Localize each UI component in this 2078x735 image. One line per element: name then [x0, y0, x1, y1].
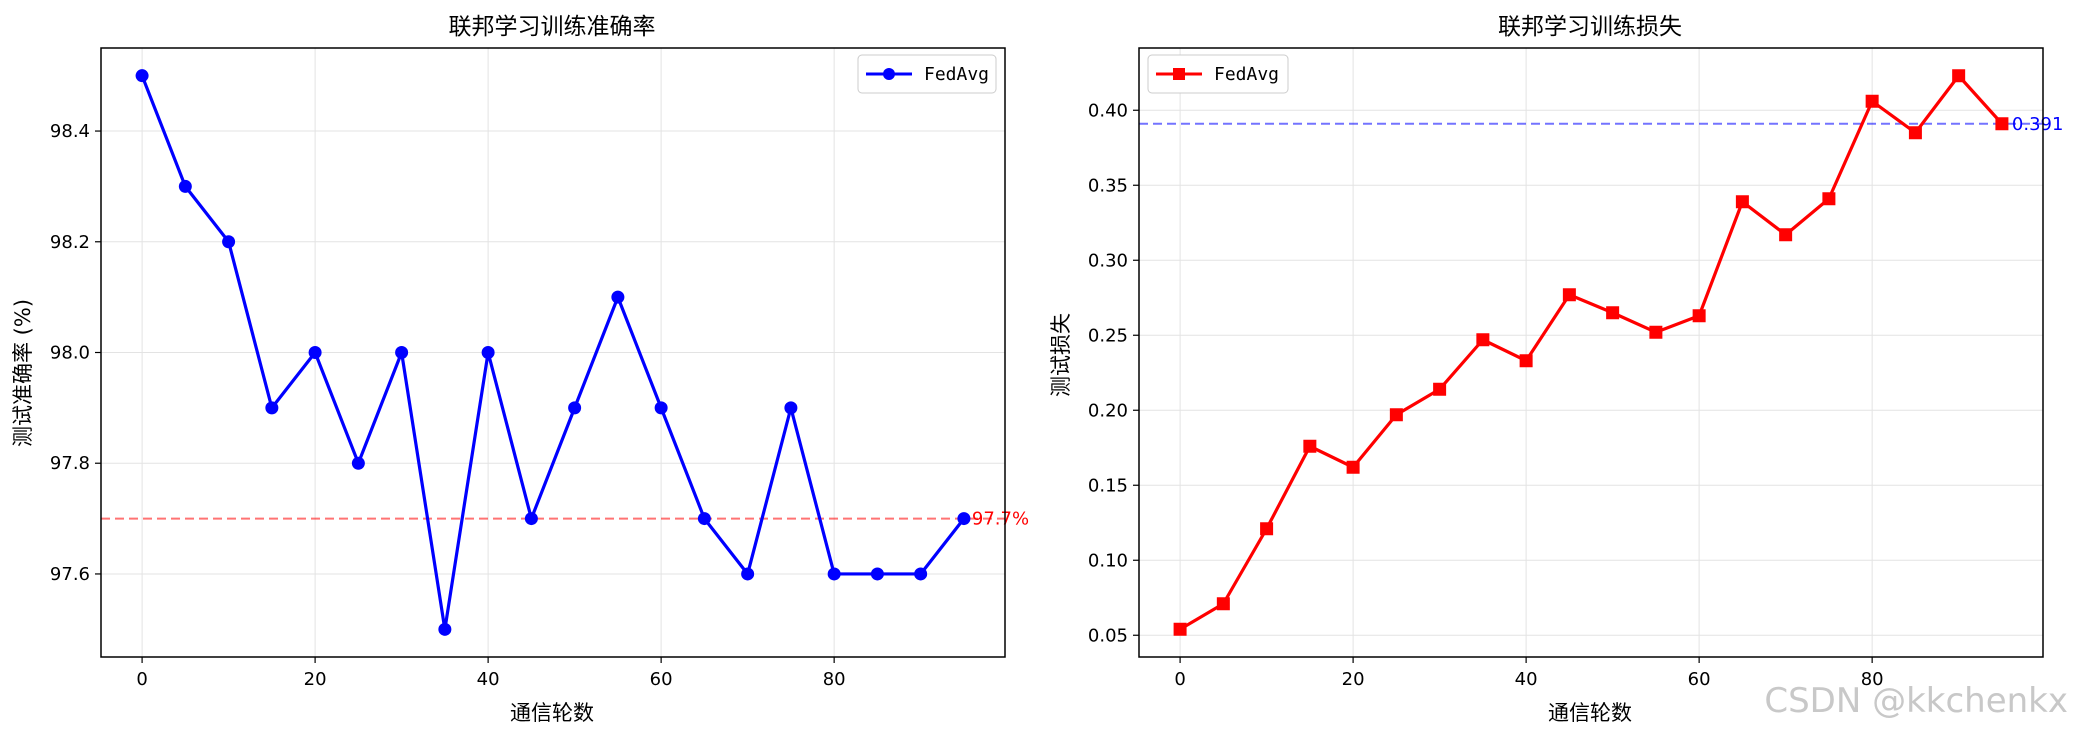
- loss-data-point: [1865, 94, 1879, 108]
- loss-y-tick-label: 0.35: [1088, 175, 1128, 196]
- loss-data-point: [1952, 69, 1966, 83]
- accuracy-data-point: [568, 401, 582, 415]
- accuracy-data-point: [265, 401, 279, 415]
- accuracy-data-point: [697, 512, 711, 526]
- accuracy-y-axis-label: 测试准确率 (%): [11, 299, 35, 447]
- accuracy-data-point: [870, 567, 884, 581]
- loss-x-tick-label: 0: [1174, 669, 1185, 690]
- accuracy-y-tick-label: 97.6: [50, 564, 90, 585]
- loss-data-point: [1908, 126, 1922, 140]
- loss-y-tick-label: 0.30: [1088, 250, 1128, 271]
- accuracy-data-point: [222, 235, 236, 249]
- accuracy-x-tick-label: 40: [477, 669, 500, 690]
- loss-data-point: [1995, 117, 2009, 131]
- accuracy-axes-frame: [100, 47, 1006, 658]
- accuracy-data-point: [178, 179, 192, 193]
- accuracy-data-point: [784, 401, 798, 415]
- watermark-text: CSDN @kkchenkx: [1764, 681, 2068, 721]
- loss-x-tick-label: 20: [1342, 669, 1365, 690]
- loss-series-line: [1179, 74, 2004, 631]
- loss-plot-area: 0 20 40 60 80 0.05 0.10 0.15 0.20 0.25 0.30 0.35 0.4…: [1088, 47, 2064, 690]
- loss-y-axis-label: 测试损失: [1049, 313, 1073, 397]
- loss-legend-label: FedAvg: [1214, 64, 1279, 85]
- loss-x-tick-label: 60: [1688, 669, 1711, 690]
- accuracy-reference-label: 97.7%: [972, 509, 1029, 530]
- accuracy-y-tick-label: 98.4: [50, 121, 90, 142]
- loss-y-tick-label: 0.15: [1088, 475, 1128, 496]
- loss-data-point: [1389, 408, 1403, 422]
- loss-x-axis-label: 通信轮数: [1548, 701, 1632, 725]
- accuracy-x-tick-label: 80: [823, 669, 846, 690]
- loss-data-point: [1519, 354, 1533, 368]
- loss-legend-box: [1147, 54, 1289, 94]
- loss-data-point: [1303, 439, 1317, 453]
- loss-y-tick-label: 0.20: [1088, 400, 1128, 421]
- loss-y-tick-label: 0.10: [1088, 550, 1128, 571]
- accuracy-data-point: [351, 456, 365, 470]
- accuracy-legend-marker: [883, 68, 895, 80]
- loss-legend: FedAvg: [1147, 54, 1289, 94]
- loss-data-point: [1735, 195, 1749, 209]
- accuracy-data-point: [827, 567, 841, 581]
- loss-y-tick-label: 0.25: [1088, 325, 1128, 346]
- accuracy-data-point: [395, 346, 409, 359]
- accuracy-legend: FedAvg: [857, 54, 997, 94]
- loss-chart: 联邦学习训练损失 通信轮数 测试损失 0 20 40 60 80 0.05 0.10 0.15…: [1049, 14, 2063, 725]
- accuracy-data-point: [524, 512, 538, 526]
- accuracy-data-point: [741, 567, 755, 581]
- accuracy-data-point: [135, 69, 149, 83]
- accuracy-data-point: [611, 290, 625, 304]
- accuracy-data-point: [914, 567, 928, 581]
- accuracy-chart: 联邦学习训练准确率 通信轮数 测试准确率 (%) 0 20 40 60 80 97.6 97…: [11, 14, 1029, 725]
- loss-data-point: [1476, 333, 1490, 347]
- loss-data-point: [1173, 622, 1187, 636]
- accuracy-legend-box: [857, 54, 997, 94]
- accuracy-series-line: [140, 75, 966, 631]
- loss-data-point: [1649, 325, 1663, 339]
- loss-data-point: [1433, 382, 1447, 396]
- accuracy-chart-title: 联邦学习训练准确率: [449, 14, 656, 40]
- loss-x-tick-label: 40: [1515, 669, 1538, 690]
- loss-chart-title: 联邦学习训练损失: [1498, 14, 1682, 40]
- loss-y-tick-label: 0.05: [1088, 625, 1128, 646]
- accuracy-x-axis-label: 通信轮数: [510, 701, 594, 725]
- loss-data-point: [1216, 597, 1230, 611]
- loss-data-point: [1822, 192, 1836, 206]
- accuracy-plot-area: 0 20 40 60 80 97.6 97.8 98.0 98.2 98.4 97.7%: [50, 47, 1029, 690]
- loss-reference-label: 0.391: [2012, 114, 2064, 135]
- accuracy-y-tick-label: 97.8: [50, 453, 90, 474]
- loss-y-tick-label: 0.40: [1088, 100, 1128, 121]
- loss-data-point: [1606, 306, 1620, 320]
- loss-x-tick-label: 80: [1861, 669, 1884, 690]
- accuracy-data-point: [654, 401, 668, 415]
- loss-axes-frame: [1138, 47, 2044, 658]
- loss-data-point: [1346, 460, 1360, 474]
- loss-data-point: [1260, 522, 1274, 536]
- accuracy-x-tick-label: 20: [304, 669, 327, 690]
- accuracy-data-point: [438, 622, 452, 636]
- accuracy-data-point: [308, 346, 322, 359]
- accuracy-y-tick-label: 98.0: [50, 343, 90, 364]
- accuracy-y-tick-label: 98.2: [50, 232, 90, 253]
- accuracy-data-point: [481, 346, 495, 359]
- accuracy-legend-label: FedAvg: [924, 64, 989, 85]
- loss-data-point: [1692, 309, 1706, 323]
- accuracy-x-tick-label: 60: [650, 669, 673, 690]
- loss-data-point: [1562, 288, 1576, 302]
- accuracy-data-point: [957, 512, 971, 526]
- loss-data-point: [1779, 228, 1793, 242]
- accuracy-x-tick-label: 0: [136, 669, 147, 690]
- loss-legend-marker: [1173, 68, 1185, 80]
